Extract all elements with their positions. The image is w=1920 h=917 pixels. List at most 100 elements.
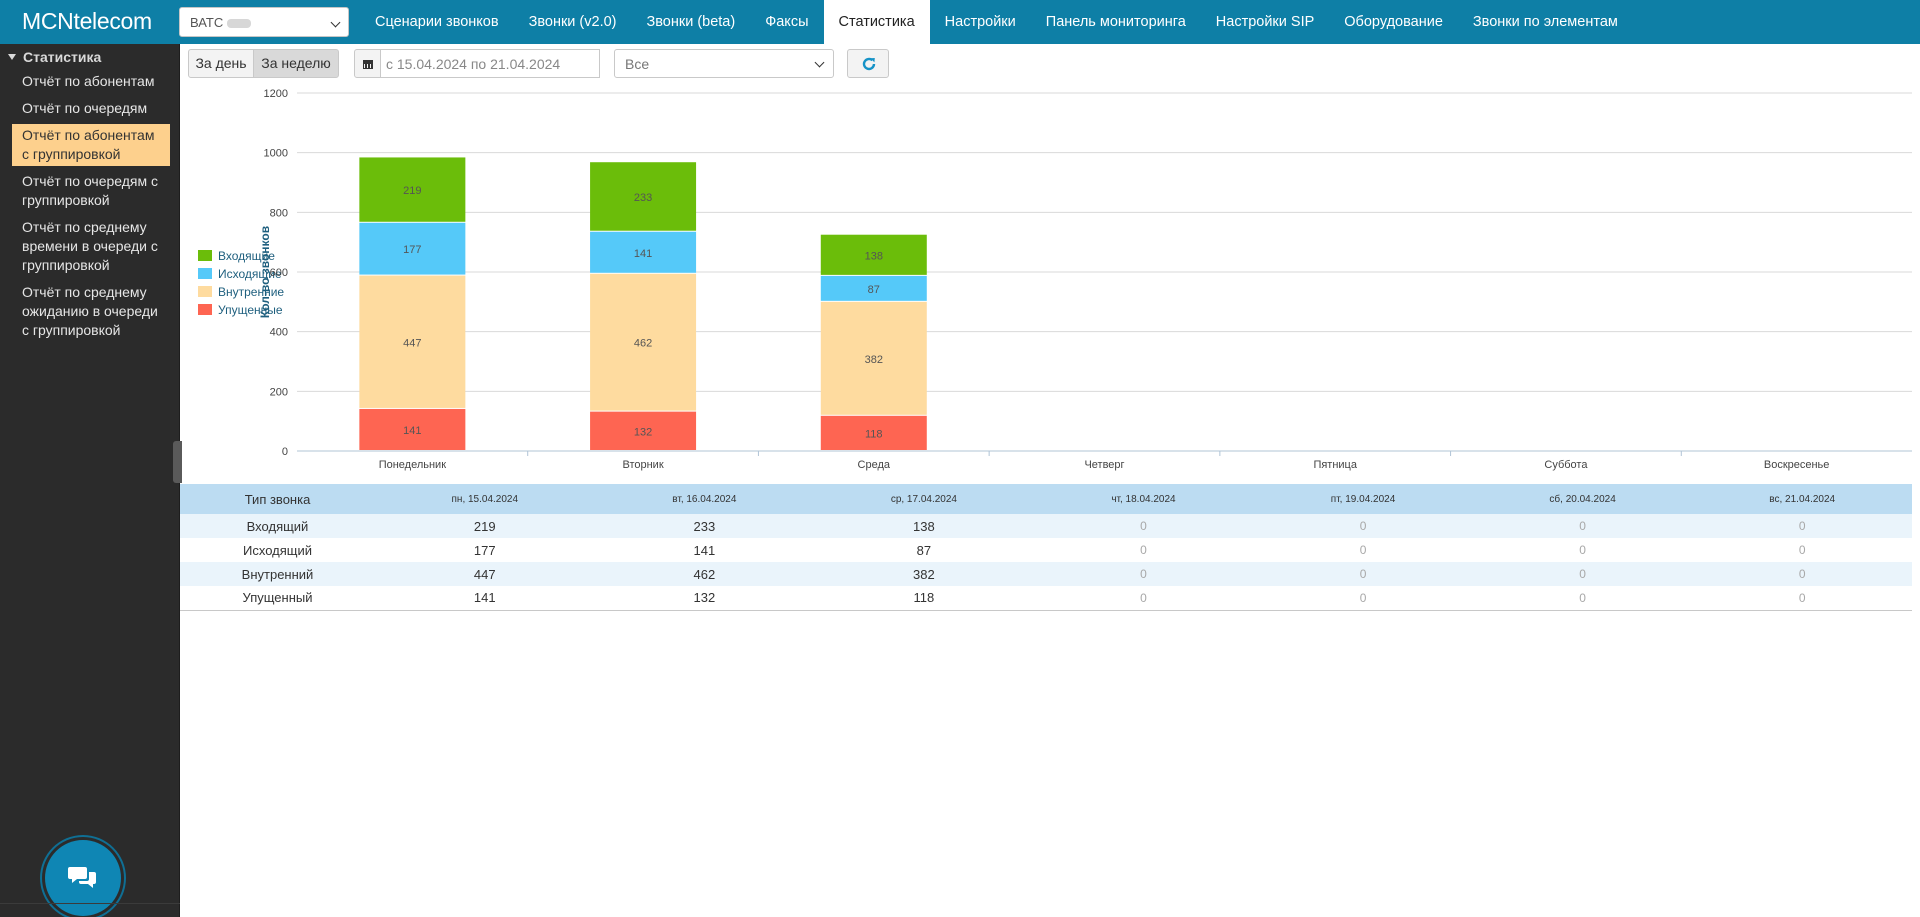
nav-tab-8[interactable]: Настройки SIP	[1215, 14, 1315, 30]
period-week-button[interactable]: За неделю	[253, 49, 339, 78]
column-header-date: пн, 15.04.2024	[375, 484, 595, 514]
value-cell: 118	[814, 586, 1034, 611]
legend-label: Исходящие	[218, 267, 282, 281]
value-cell: 0	[1579, 543, 1586, 557]
nav-tab-1[interactable]: Сценарии звонков	[375, 14, 499, 30]
bar-segment	[820, 234, 927, 275]
value-cell: 382	[814, 562, 1034, 586]
y-tick-label: 200	[270, 386, 288, 398]
value-cell: 462	[594, 562, 815, 586]
data-label: 141	[634, 248, 652, 260]
sidebar-section-statistics[interactable]: Статистика	[8, 49, 101, 65]
y-tick-label: 800	[270, 207, 288, 219]
legend-item[interactable]: Внутренние	[198, 283, 284, 301]
bar-segment	[359, 408, 466, 450]
chart-plot: 0 200 400 600 800 1000 1200 Понедельник 141 447 17…	[264, 88, 1912, 471]
row-type-cell: Входящий	[180, 514, 375, 538]
x-tick-label: Понедельник	[379, 459, 447, 471]
date-range-input[interactable]: с 15.04.2024 по 21.04.2024	[380, 49, 600, 78]
value-cell: 138	[814, 514, 1034, 538]
data-label: 177	[403, 244, 421, 256]
legend-label: Упущенные	[218, 303, 283, 317]
value-cell: 0	[1692, 586, 1912, 611]
legend-swatch	[198, 268, 212, 279]
data-label: 233	[634, 192, 652, 204]
value-cell: 0	[1253, 514, 1473, 538]
nav-tab-4[interactable]: Факсы	[765, 14, 809, 30]
nav-tab-5[interactable]: Статистика	[823, 0, 930, 44]
data-label: 447	[403, 337, 421, 349]
nav-tab-7[interactable]: Панель мониторинга	[1045, 14, 1186, 30]
sidebar-item-5[interactable]: Отчёт по среднему времени в очереди с гр…	[22, 219, 158, 273]
bar-segment	[590, 162, 697, 231]
nav-tab-9[interactable]: Оборудование	[1344, 14, 1443, 30]
main-nav: Сценарии звонков Звонки (v2.0) Звонки (bet…	[360, 0, 1633, 44]
refresh-icon	[862, 57, 876, 71]
value-cell: 0	[1033, 586, 1254, 611]
bar-segment	[359, 157, 466, 222]
chart-legend: Входящие Исходящие Внутренние Упущенные	[198, 247, 284, 319]
legend-item[interactable]: Входящие	[198, 247, 284, 265]
data-label: 87	[868, 284, 880, 296]
refresh-button[interactable]	[847, 49, 889, 78]
legend-swatch	[198, 304, 212, 315]
bar-segment	[820, 415, 927, 450]
value-cell: 0	[1033, 562, 1254, 586]
sidebar-item-3[interactable]: Отчёт по абонентам с группировкой	[12, 124, 170, 166]
legend-item[interactable]: Упущенные	[198, 301, 284, 319]
value-cell: 0	[1472, 514, 1693, 538]
data-label: 382	[865, 354, 883, 366]
x-tick-label: Среда	[858, 459, 891, 471]
chat-icon	[68, 867, 96, 888]
y-tick-label: 0	[282, 446, 288, 458]
value-cell: 0	[1472, 562, 1693, 586]
legend-item[interactable]: Исходящие	[198, 265, 284, 283]
value-cell: 141	[693, 542, 716, 558]
period-day-button[interactable]: За день	[188, 49, 254, 78]
legend-swatch	[198, 286, 212, 297]
stats-table: Тип звонка пн, 15.04.2024 вт, 16.04.2024 ср…	[180, 484, 1912, 611]
sidebar-item-4[interactable]: Отчёт по очередям с группировкой	[22, 173, 159, 208]
sidebar-item-1[interactable]: Отчёт по абонентам	[22, 73, 155, 89]
nav-tab-3[interactable]: Звонки (beta)	[646, 14, 736, 30]
column-header-date: сб, 20.04.2024	[1472, 484, 1693, 514]
value-cell: 219	[375, 514, 595, 538]
column-header-date: чт, 18.04.2024	[1033, 484, 1254, 514]
sidebar-item-6[interactable]: Отчёт по среднему ожиданию в очереди с г…	[22, 284, 158, 338]
data-label: 219	[403, 185, 421, 197]
chevron-down-icon	[330, 17, 341, 28]
value-cell: 447	[375, 562, 595, 586]
value-cell: 0	[1692, 562, 1912, 586]
bar-segment	[820, 301, 927, 415]
x-tick-label: Пятница	[1313, 459, 1357, 471]
row-type-cell: Внутренний	[180, 562, 375, 586]
value-cell: 132	[594, 586, 815, 611]
y-tick-label: 400	[270, 327, 288, 339]
filter-select[interactable]: Все	[614, 49, 834, 78]
value-cell: 0	[1033, 514, 1254, 538]
row-type-cell: Упущенный	[180, 586, 375, 611]
nav-tab-10[interactable]: Звонки по элементам	[1472, 14, 1618, 30]
table-header-row: Тип звонка пн, 15.04.2024 вт, 16.04.2024 ср…	[180, 484, 1912, 514]
column-header-date: ср, 17.04.2024	[814, 484, 1034, 514]
table-body: Входящий 219 233 138 0 0 0 0 Исходящий 177 141 87 0 0…	[180, 514, 1912, 611]
table-row: Входящий 219 233 138 0 0 0 0	[180, 514, 1912, 538]
sidebar-collapse-handle[interactable]	[173, 441, 182, 483]
x-tick-label: Воскресенье	[1764, 459, 1830, 471]
data-label: 141	[403, 425, 421, 437]
table-row: Упущенный 141 132 118 0 0 0 0	[180, 586, 1912, 611]
calendar-button[interactable]	[354, 49, 381, 78]
sidebar: Статистика Отчёт по абонентам Отчёт по оч…	[0, 44, 182, 917]
bar-segment	[590, 231, 697, 273]
bar-segment	[590, 273, 697, 411]
sidebar-list: Отчёт по абонентам Отчёт по очередям Отчёт…	[12, 70, 170, 346]
table-row: Внутренний 447 462 382 0 0 0 0	[180, 562, 1912, 586]
sidebar-item-2[interactable]: Отчёт по очередям	[22, 100, 148, 116]
vats-select[interactable]: ВАТС	[179, 7, 349, 37]
blurred-account-number	[227, 19, 252, 28]
vats-select-value: ВАТС	[190, 15, 224, 30]
nav-tab-6[interactable]: Настройки	[944, 14, 1016, 30]
value-cell: 0	[1472, 586, 1693, 611]
nav-tab-2[interactable]: Звонки (v2.0)	[528, 14, 617, 30]
top-bar: MCNtelecom ВАТС Сценарии звонков Звонки (…	[0, 0, 1920, 44]
